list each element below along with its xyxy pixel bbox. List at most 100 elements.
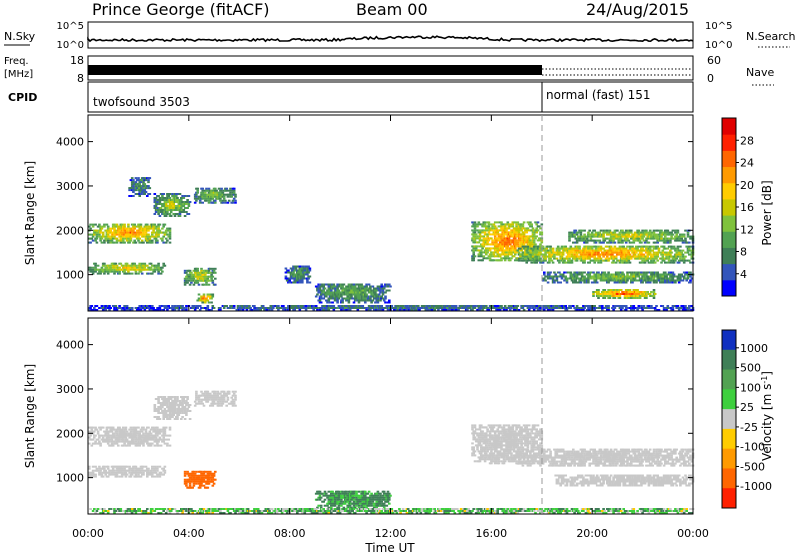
echo-cell <box>215 189 218 192</box>
echo-cell <box>613 291 617 293</box>
echo-cell <box>211 279 215 282</box>
echo-cell <box>599 245 603 248</box>
echo-cell <box>588 261 591 264</box>
echo-cell <box>563 279 566 282</box>
echo-cell <box>105 440 109 443</box>
echo-cell <box>323 305 327 307</box>
echo-cell <box>646 237 649 240</box>
echo-cell <box>524 249 527 252</box>
echo-cell <box>115 309 119 311</box>
echo-cell <box>551 309 555 311</box>
echo-cell <box>206 305 210 307</box>
echo-cell <box>309 307 313 309</box>
echo-cell <box>106 272 110 275</box>
echo-cell <box>222 307 226 309</box>
echo-cell <box>529 257 532 260</box>
echo-cell <box>166 197 169 199</box>
echo-cell <box>527 309 531 311</box>
echo-cell <box>614 257 618 260</box>
echo-cell <box>640 305 643 307</box>
echo-cell <box>529 225 532 228</box>
echo-cell <box>299 273 303 276</box>
echo-cell <box>109 266 112 269</box>
echo-cell <box>517 229 521 232</box>
echo-cell <box>488 259 492 262</box>
echo-cell <box>118 440 121 443</box>
echo-cell <box>377 285 381 288</box>
echo-cell <box>108 309 111 311</box>
echo-cell <box>540 223 544 226</box>
echo-cell <box>603 297 607 299</box>
echo-cell <box>308 281 312 284</box>
echo-cell <box>210 301 213 304</box>
echo-cell <box>137 239 140 242</box>
echo-cell <box>630 231 633 234</box>
echo-cell <box>100 237 104 240</box>
echo-cell <box>664 247 667 250</box>
echo-cell <box>670 251 673 254</box>
echo-cell <box>370 293 373 296</box>
echo-cell <box>193 309 197 311</box>
echo-cell <box>105 438 109 441</box>
echo-cell <box>166 233 169 236</box>
echo-cell <box>525 249 528 252</box>
echo-cell <box>372 309 376 311</box>
echo-cell <box>148 235 152 238</box>
echo-cell <box>490 247 493 250</box>
echo-cell <box>647 241 651 244</box>
echo-cell <box>196 269 199 272</box>
echo-cell <box>144 179 148 182</box>
echo-cell <box>613 255 617 258</box>
echo-cell <box>158 215 162 217</box>
echo-cell <box>575 241 579 244</box>
echo-cell <box>497 239 501 242</box>
echo-cell <box>345 293 348 296</box>
echo-cell <box>256 309 260 311</box>
echo-cell <box>477 255 481 258</box>
echo-cell <box>572 249 575 252</box>
echo-cell <box>635 279 638 282</box>
echo-cell <box>589 235 593 238</box>
echo-cell <box>318 287 322 290</box>
echo-cell <box>676 231 680 234</box>
echo-cell <box>676 237 680 240</box>
echo-cell <box>655 233 658 236</box>
echo-cell <box>129 430 133 433</box>
freq-strip: Freq. [MHz] 18 8 60 0 Nave <box>4 54 774 86</box>
echo-cell <box>589 309 593 311</box>
echo-cell <box>633 307 637 309</box>
echo-cell <box>618 259 622 262</box>
echo-cell <box>275 307 279 309</box>
echo-cell <box>674 235 677 238</box>
echo-cell <box>594 259 598 262</box>
echo-cell <box>664 239 667 242</box>
echo-cell <box>616 275 619 278</box>
echo-cell <box>686 235 690 238</box>
echo-cell <box>676 249 680 252</box>
echo-cell <box>493 225 497 228</box>
echo-cell <box>670 235 673 238</box>
echo-cell <box>642 253 646 256</box>
echo-cell <box>151 272 154 275</box>
echo-cell <box>487 309 491 311</box>
echo-cell <box>584 235 588 238</box>
echo-cell <box>157 213 160 215</box>
echo-cell <box>336 289 339 292</box>
echo-cell <box>355 305 358 307</box>
echo-cell <box>277 309 280 311</box>
echo-cell <box>561 273 565 276</box>
echo-cell <box>532 309 536 311</box>
echo-cell <box>106 225 110 228</box>
echo-cell <box>348 297 352 300</box>
echo-cell <box>616 305 619 307</box>
echo-cell <box>139 270 143 273</box>
echo-cell <box>183 283 187 286</box>
echo-cell <box>584 251 588 254</box>
echo-cell <box>492 253 496 256</box>
echo-cell <box>133 442 136 445</box>
echo-cell <box>505 251 508 254</box>
echo-cell <box>587 251 590 254</box>
echo-cell <box>641 281 644 284</box>
echo-cell <box>684 237 687 240</box>
echo-cell <box>572 281 575 284</box>
